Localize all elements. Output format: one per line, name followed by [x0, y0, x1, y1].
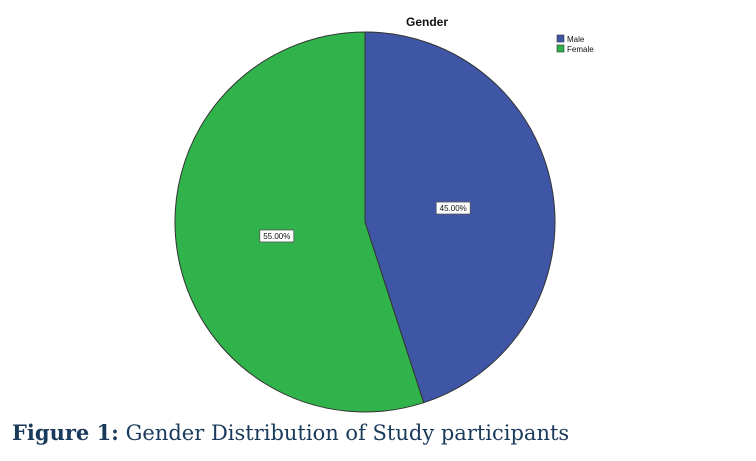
- data-label-box-male: [435, 201, 471, 215]
- data-label-male: 45.00%: [435, 201, 471, 215]
- legend-label-female: Female: [567, 45, 594, 54]
- caption-label: Figure 1:: [12, 420, 119, 445]
- legend-swatch-male: [556, 34, 565, 43]
- pie-slice-female: [174, 31, 425, 413]
- caption-text: Gender Distribution of Study participant…: [118, 421, 570, 445]
- data-label-box-female: [259, 229, 295, 243]
- chart-area: Gender 45.00% 55.00% Male Female: [174, 15, 594, 413]
- pie-slice-male: [364, 31, 556, 404]
- chart-title: Gender: [406, 15, 448, 29]
- pie-slices: [174, 31, 556, 413]
- data-label-text-male: 45.00%: [440, 204, 467, 213]
- legend-swatch-female: [556, 44, 565, 53]
- figure-caption: Figure 1: Gender Distribution of Study p…: [12, 420, 569, 445]
- legend-label-male: Male: [567, 35, 585, 44]
- data-label-text-female: 55.00%: [263, 232, 290, 241]
- data-label-female: 55.00%: [259, 229, 295, 243]
- pie-data-labels: 45.00% 55.00%: [259, 201, 471, 243]
